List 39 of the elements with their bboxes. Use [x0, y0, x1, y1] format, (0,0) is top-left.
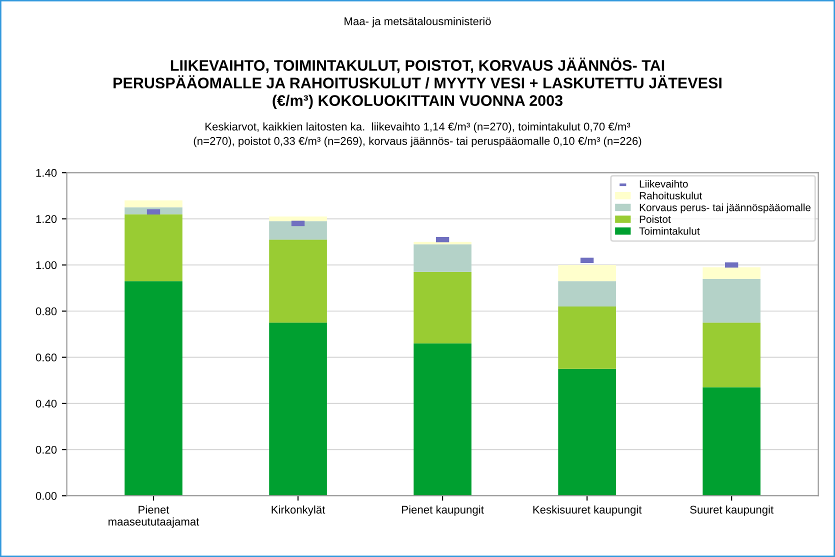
y-tick-label: 0.80 — [36, 307, 57, 316]
bar — [414, 272, 472, 344]
chart-subtitle: Keskiarvot, kaikkien laitosten ka. liikevaihto 1,14 €/m³ (n=270), toimintakulut 0,70 €/m³ (n=270), poistot 0,33 €/m³ (n=269), korvaus jäännös- tai peruspääomalle 0,10 €/m³ (n=226) — [194, 122, 642, 148]
x-tick-label: Pienet maaseututaajamat — [108, 505, 200, 528]
x-tick-label: Kirkonkylät — [272, 505, 326, 516]
x-tick-label: Keskisuuret kaupungit — [533, 505, 642, 516]
bar — [558, 368, 616, 496]
text: Maa- ja metsätalousministeriö — [344, 17, 491, 28]
bar — [269, 240, 327, 323]
y-tick-label: 0.60 — [36, 354, 57, 362]
x-tick-label: Pienet kaupungit — [402, 505, 484, 516]
y-tick-label: 0.20 — [36, 446, 57, 454]
bar — [702, 267, 760, 279]
legend-label: Poistot — [640, 215, 671, 223]
legend-label: Toimintakulut — [639, 227, 700, 235]
x-tick-label: Suuret kaupungit — [690, 505, 774, 516]
bar — [269, 216, 327, 222]
y-tick-label: 1.20 — [36, 215, 57, 223]
legend-label: Liikevaihto — [640, 180, 688, 188]
bar — [269, 221, 327, 240]
y-tick-label: 0.00 — [36, 492, 57, 500]
bar — [124, 200, 182, 208]
bar — [414, 244, 472, 272]
bar — [558, 281, 616, 307]
chart-title: LIIKEVAIHTO, TOIMINTAKULUT, POISTOT, KORVAUS JÄÄNNÖS- TAI PERUSPÄÄOMALLE JA RAHOITUSKULUT / MYYTY VESI + LASKUTETTU JÄTEVESI (€/m³) KOKOLUOKITTAIN VUONNA 2003 — [114, 58, 722, 109]
bar — [414, 343, 472, 496]
bar — [702, 387, 760, 496]
bar — [124, 214, 182, 282]
y-tick-label: 1.40 — [36, 168, 57, 177]
bar — [558, 306, 616, 369]
bar — [558, 264, 616, 282]
bar — [269, 322, 327, 496]
legend-label: Rahoituskulut — [640, 192, 702, 200]
y-tick-label: 1.00 — [36, 261, 57, 270]
bar — [702, 322, 760, 388]
bar — [702, 278, 760, 323]
bar — [124, 281, 182, 496]
legend-label: Korvaus perus- tai jäännöspääomalle — [640, 204, 811, 214]
y-tick-label: 0.40 — [36, 400, 57, 408]
